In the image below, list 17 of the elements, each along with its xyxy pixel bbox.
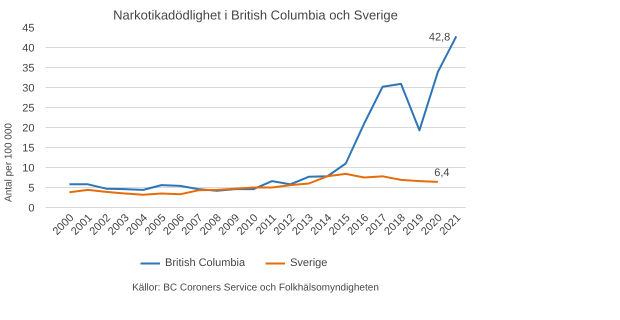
legend-label: British Columbia: [165, 257, 246, 269]
y-tick-label: 30: [22, 82, 35, 94]
y-tick-label: 45: [22, 22, 35, 34]
y-tick-label: 40: [22, 42, 35, 54]
legend-label: Sverige: [290, 257, 328, 269]
y-tick-label: 20: [22, 122, 35, 134]
text: Källor: BC Coroners Service och Folkhälsomyndigheten: [132, 282, 379, 294]
y-tick-label: 0: [28, 202, 35, 214]
y-tick-label: 10: [22, 162, 35, 174]
y-tick-label: 25: [22, 102, 35, 114]
data-label: 42,8: [428, 31, 450, 44]
y-tick-label: 5: [28, 182, 35, 194]
y-tick-label: 15: [22, 142, 35, 154]
data-label: 6,4: [434, 166, 450, 179]
chart-title: Narkotikadödlighet i British Columbia och Sverige: [113, 8, 398, 22]
y-tick-label: 35: [22, 62, 35, 74]
y-axis-title: Antal per 100 000: [3, 122, 14, 202]
